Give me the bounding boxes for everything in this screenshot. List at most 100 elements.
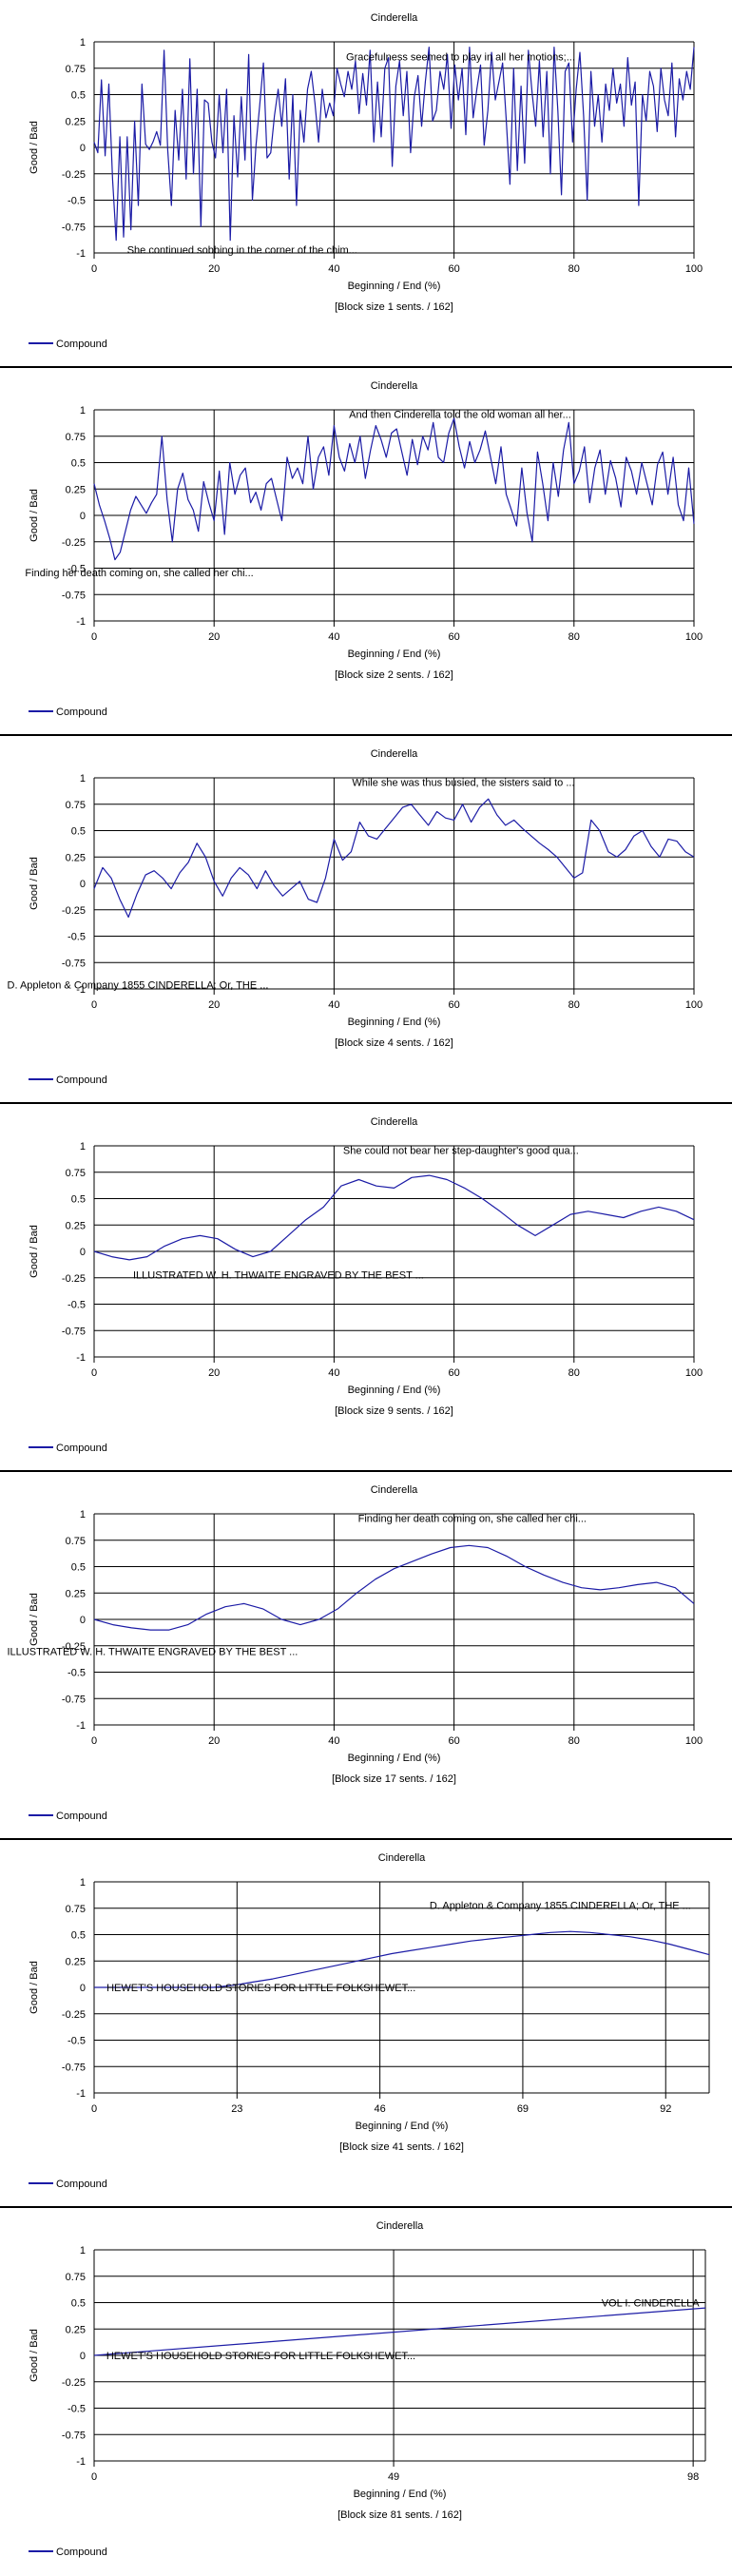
y-tick-label: -0.5 bbox=[67, 564, 86, 575]
y-tick-label: -0.5 bbox=[67, 196, 86, 207]
y-tick-label: -0.5 bbox=[67, 932, 86, 943]
x-tick-label: 80 bbox=[568, 1367, 580, 1379]
block-size-caption: [Block size 1 sents. / 162] bbox=[335, 301, 453, 313]
x-tick-label: 0 bbox=[91, 263, 97, 275]
y-tick-label: 0.5 bbox=[71, 458, 86, 470]
x-tick-label: 60 bbox=[448, 1367, 459, 1379]
y-tick-label: 0 bbox=[80, 143, 86, 154]
x-axis-label: Beginning / End (%) bbox=[348, 1017, 441, 1028]
chart-svg-1: Cinderella 1 0.75 0.5 0.25 0 -0.25 -0.5 -0.75 -1 0… bbox=[29, 12, 703, 350]
annotation-label: ILLUSTRATED W. H. THWAITE ENGRAVED BY TH… bbox=[133, 1269, 424, 1281]
panel-separator bbox=[0, 734, 732, 736]
x-tick-label: 80 bbox=[568, 1735, 580, 1747]
x-tick-label: 20 bbox=[208, 631, 220, 643]
chart-svg-4: Cinderella 1 0.75 0.5 0.25 0 -0.25 -0.5 -0.75 -1 0… bbox=[29, 1116, 703, 1454]
annotation-label: D. Appleton & Company 1855 CINDERELLA; O… bbox=[8, 980, 269, 992]
y-tick-label: 1 bbox=[80, 2245, 86, 2256]
y-tick-label: -0.25 bbox=[62, 537, 86, 549]
y-tick-label: 0.25 bbox=[66, 2324, 86, 2335]
legend-label: Compound bbox=[56, 339, 107, 350]
x-tick-label: 92 bbox=[660, 2103, 671, 2115]
y-tick-label: 1 bbox=[80, 1509, 86, 1520]
panel-separator bbox=[0, 1838, 732, 1840]
y-tick-label: 0.75 bbox=[66, 1904, 86, 1915]
x-tick-label: 0 bbox=[91, 631, 97, 643]
x-tick-label: 0 bbox=[91, 2471, 97, 2483]
block-size-caption: [Block size 4 sents. / 162] bbox=[335, 1037, 453, 1049]
x-tick-label: 80 bbox=[568, 263, 580, 275]
x-axis-label: Beginning / End (%) bbox=[348, 1753, 441, 1764]
y-tick-label: 1 bbox=[80, 773, 86, 784]
y-axis-label: Good / Bad bbox=[29, 2329, 40, 2382]
y-axis-label: Good / Bad bbox=[29, 489, 40, 542]
y-tick-label: 0 bbox=[80, 1247, 86, 1258]
panel-separator bbox=[0, 1470, 732, 1472]
chart-title: Cinderella bbox=[371, 1116, 418, 1128]
block-size-caption: [Block size 17 sents. / 162] bbox=[332, 1773, 456, 1785]
annotation-label: HEWET'S HOUSEHOLD STORIES FOR LITTLE FOL… bbox=[106, 1983, 415, 1994]
y-tick-label: 0.75 bbox=[66, 432, 86, 443]
x-tick-label: 49 bbox=[388, 2471, 399, 2483]
chart-panel-7: Cinderella 1 0.75 0.5 0.25 0 -0.25 -0.5 -0.75 -1 0… bbox=[0, 2208, 732, 2576]
annotation-label: D. Appleton & Company 1855 CINDERELLA; O… bbox=[430, 1900, 691, 1911]
y-tick-label: 0.25 bbox=[66, 484, 86, 495]
chart-title: Cinderella bbox=[371, 380, 418, 392]
chart-panel-4: Cinderella 1 0.75 0.5 0.25 0 -0.25 -0.5 -0.75 -1 0… bbox=[0, 1104, 732, 1472]
y-tick-label: -1 bbox=[76, 1720, 86, 1732]
y-tick-label: 0.25 bbox=[66, 1220, 86, 1231]
y-tick-label: -0.25 bbox=[62, 1273, 86, 1285]
x-axis-label: Beginning / End (%) bbox=[348, 281, 441, 292]
x-tick-label: 20 bbox=[208, 999, 220, 1011]
x-tick-label: 60 bbox=[448, 631, 459, 643]
y-tick-label: -1 bbox=[76, 1352, 86, 1364]
x-tick-label: 60 bbox=[448, 263, 459, 275]
y-tick-label: -0.25 bbox=[62, 169, 86, 181]
block-size-caption: [Block size 2 sents. / 162] bbox=[335, 669, 453, 681]
legend: Compound bbox=[29, 1443, 107, 1454]
annotation-label: And then Cinderella told the old woman a… bbox=[349, 409, 571, 420]
panel-separator bbox=[0, 366, 732, 368]
panel-separator bbox=[0, 2206, 732, 2208]
block-size-caption: [Block size 41 sents. / 162] bbox=[339, 2141, 464, 2153]
x-axis-label: Beginning / End (%) bbox=[348, 649, 441, 660]
y-tick-label: -1 bbox=[76, 2456, 86, 2468]
x-tick-label: 20 bbox=[208, 1367, 220, 1379]
y-tick-label: -0.75 bbox=[62, 2062, 86, 2073]
annotation-label: She continued sobbing in the corner of t… bbox=[127, 245, 357, 257]
x-tick-label: 40 bbox=[328, 1735, 339, 1747]
series-line-compound bbox=[93, 1544, 695, 1631]
y-tick-label: 0.5 bbox=[71, 1562, 86, 1574]
x-tick-label: 40 bbox=[328, 263, 339, 275]
chart-title: Cinderella bbox=[371, 748, 418, 760]
chart-title: Cinderella bbox=[371, 1484, 418, 1496]
annotation-label: She could not bear her step-daughter's g… bbox=[343, 1145, 579, 1156]
annotation-label: Gracefulness seemed to play in all her m… bbox=[346, 52, 575, 64]
y-axis-label: Good / Bad bbox=[29, 121, 40, 174]
y-axis-label: Good / Bad bbox=[29, 1225, 40, 1278]
y-tick-label: 0 bbox=[80, 2351, 86, 2362]
y-tick-label: 0.25 bbox=[66, 116, 86, 127]
x-tick-label: 0 bbox=[91, 1735, 97, 1747]
x-tick-label: 40 bbox=[328, 1367, 339, 1379]
annotation-label: Finding her death coming on, she called … bbox=[25, 568, 253, 579]
y-tick-label: -0.25 bbox=[62, 2009, 86, 2021]
y-axis-label: Good / Bad bbox=[29, 1593, 40, 1646]
legend: Compound bbox=[29, 707, 107, 718]
y-tick-label: 0 bbox=[80, 1983, 86, 1994]
y-tick-label: 1 bbox=[80, 37, 86, 48]
chart-panel-6: Cinderella 1 0.75 0.5 0.25 0 -0.25 -0.5 -0.75 -1 0… bbox=[0, 1840, 732, 2208]
y-tick-label: 0.25 bbox=[66, 1956, 86, 1967]
y-tick-label: 0.5 bbox=[71, 1930, 86, 1942]
series-line-compound bbox=[94, 1930, 710, 1988]
y-tick-label: -0.5 bbox=[67, 1668, 86, 1679]
series-line-compound bbox=[93, 1174, 695, 1261]
chart-title: Cinderella bbox=[371, 12, 418, 24]
y-tick-label: -0.75 bbox=[62, 222, 86, 233]
y-tick-label: -0.25 bbox=[62, 1641, 86, 1653]
legend-label: Compound bbox=[56, 1811, 107, 1822]
chart-panel-3: Cinderella 1 0.75 0.5 0.25 0 -0.25 -0.5 -0.75 -1 0… bbox=[0, 736, 732, 1104]
y-tick-label: 0.75 bbox=[66, 64, 86, 75]
y-tick-label: 0.5 bbox=[71, 2298, 86, 2310]
y-tick-label: 1 bbox=[80, 1877, 86, 1888]
